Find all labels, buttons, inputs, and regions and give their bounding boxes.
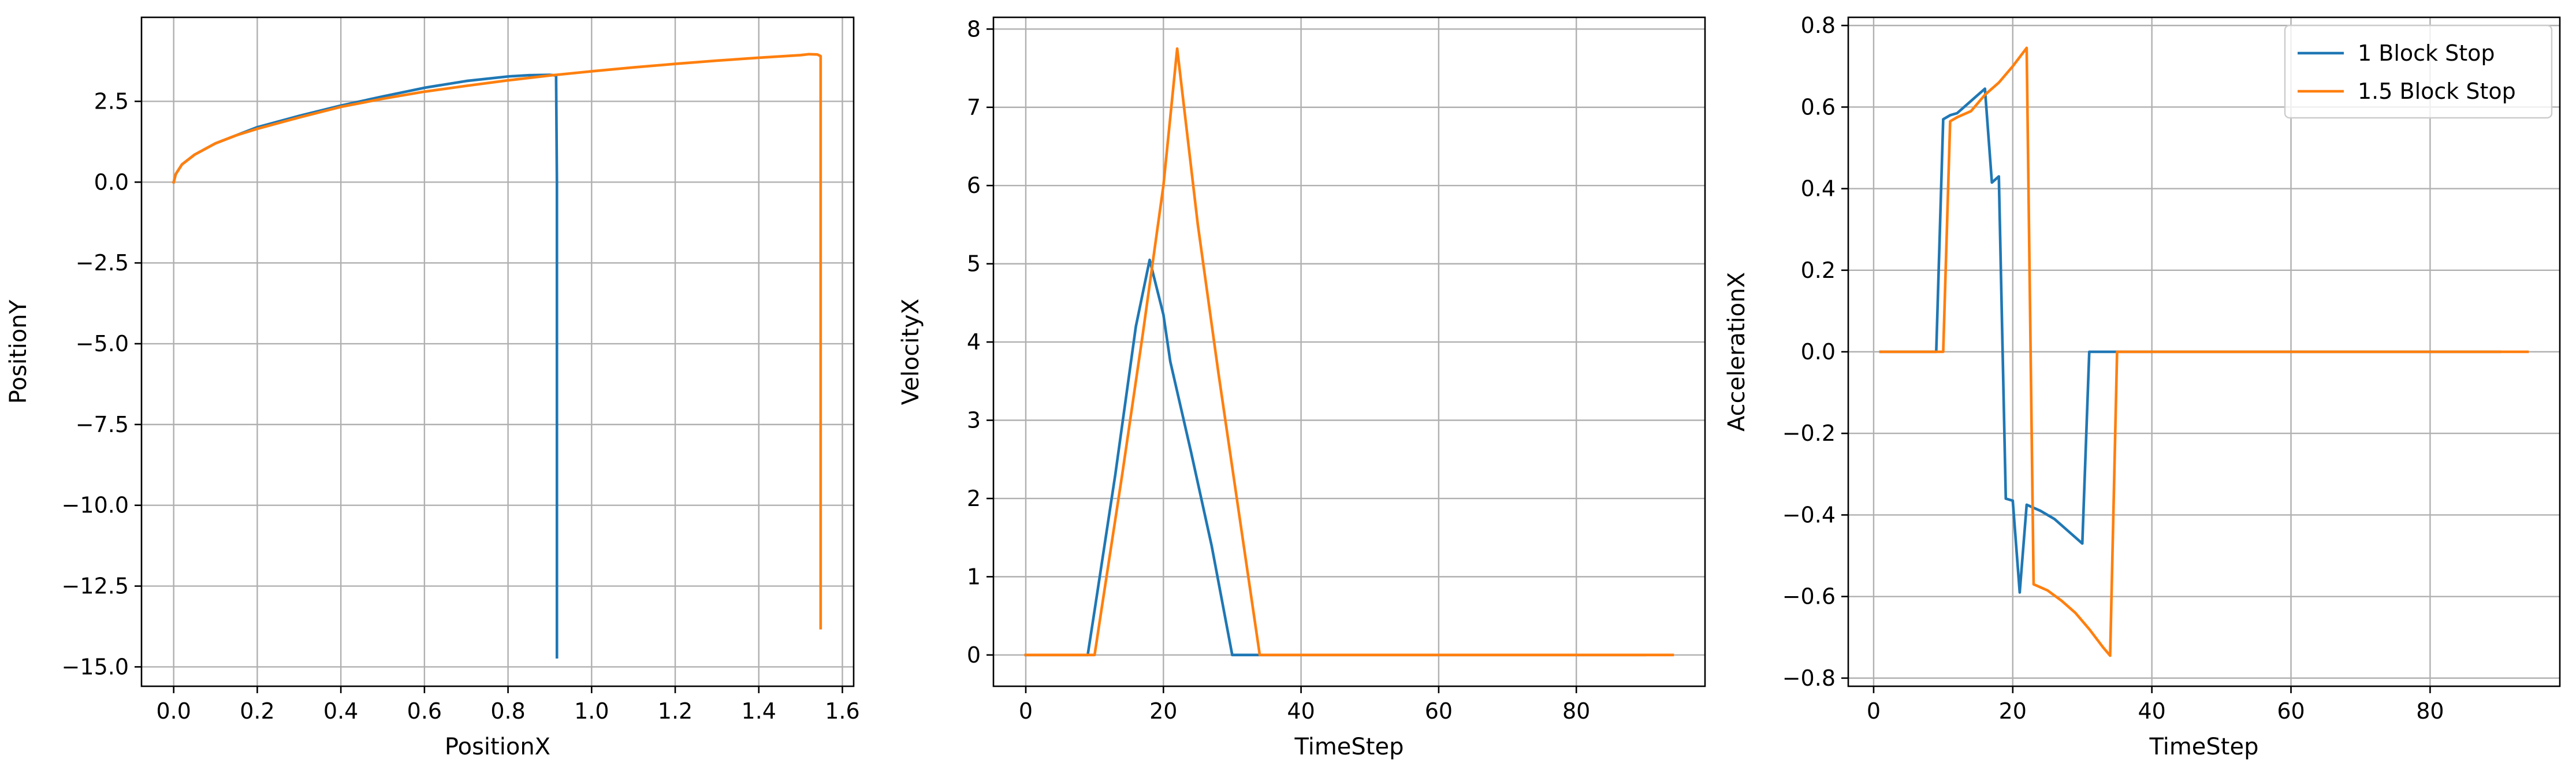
y-tick-label: 3 <box>967 408 981 433</box>
y-axis-label: VelocityX <box>898 299 924 405</box>
y-axis-label: AccelerationX <box>1723 272 1750 432</box>
y-tick-label: 4 <box>967 329 981 355</box>
x-tick-label: 0.4 <box>323 698 358 724</box>
y-tick-label: −0.4 <box>1782 502 1836 527</box>
subplot-2: 0 20 40 60 80 0 1 2 3 4 5 6 7 8 TimeStep VelocityX <box>898 16 1706 760</box>
x-tick-label: 0.2 <box>240 698 274 724</box>
x-tick-label: 1.6 <box>825 698 859 724</box>
series-line-2 <box>172 53 822 630</box>
series-line-1 <box>1024 258 1647 657</box>
series-line-1 <box>1879 87 2501 594</box>
y-tick-label: 8 <box>967 16 981 42</box>
x-tick-label: 40 <box>1287 698 1315 724</box>
y-axis-label: PositionY <box>5 299 32 404</box>
y-tick-label: 2.5 <box>94 88 129 114</box>
y-tick-label: 0.0 <box>1801 339 1836 365</box>
legend-entry-label: 1 Block Stop <box>2358 40 2495 66</box>
x-tick-label: 40 <box>2138 698 2165 724</box>
y-tick-label: −7.5 <box>76 412 129 437</box>
subplot-1: 0.0 0.2 0.4 0.6 0.8 1.0 1.2 1.4 1.6 2.5 0.0 −2.5 −5.… <box>5 16 860 760</box>
y-tick-label: −0.8 <box>1782 665 1836 691</box>
y-tick-label: 7 <box>967 95 981 120</box>
legend-entry-label: 1.5 Block Stop <box>2358 79 2516 104</box>
plot-frame <box>992 16 1706 687</box>
x-tick-label: 0.8 <box>490 698 525 724</box>
subplot-3: 0 20 40 60 80 0.8 0.6 0.4 0.2 0.0 −0.2 −0.4 −0.6 −0.8… <box>1723 13 2561 760</box>
y-tick-label: −5.0 <box>76 331 129 356</box>
plot-frame <box>140 16 855 687</box>
y-tick-label: −15.0 <box>62 654 129 679</box>
y-tick-label: 0.6 <box>1801 94 1836 120</box>
y-tick-label: 5 <box>967 251 981 277</box>
x-tick-label: 0 <box>1019 698 1033 724</box>
series-line-1 <box>172 73 559 659</box>
y-tick-label: −0.6 <box>1782 584 1836 609</box>
x-tick-label: 20 <box>1999 698 2027 724</box>
x-tick-label: 1.4 <box>742 698 776 724</box>
x-tick-label: 1.0 <box>574 698 609 724</box>
y-tick-label: 1 <box>967 564 981 589</box>
series-line-2 <box>1024 47 1674 657</box>
x-tick-label: 0 <box>1867 698 1881 724</box>
x-tick-label: 80 <box>2416 698 2444 724</box>
x-tick-label: 60 <box>2277 698 2305 724</box>
y-tick-label: −2.5 <box>76 250 129 276</box>
y-tick-label: 0.4 <box>1801 176 1836 202</box>
x-tick-label: 1.2 <box>658 698 693 724</box>
x-tick-label: 0.6 <box>407 698 442 724</box>
y-tick-label: 0.2 <box>1801 258 1836 283</box>
legend: 1 Block Stop 1.5 Block Stop <box>2284 24 2553 119</box>
legend-frame <box>2284 24 2553 119</box>
x-axis-label: TimeStep <box>1294 734 1404 760</box>
y-tick-label: 6 <box>967 173 981 198</box>
x-tick-label: 0.0 <box>156 698 191 724</box>
y-tick-label: 2 <box>967 486 981 511</box>
x-tick-label: 80 <box>1562 698 1590 724</box>
y-tick-label: 0.0 <box>94 169 129 195</box>
y-tick-label: −12.5 <box>62 574 129 599</box>
y-tick-label: −0.2 <box>1782 421 1836 446</box>
x-axis-label: TimeStep <box>2149 734 2259 760</box>
y-tick-label: −10.0 <box>62 493 129 518</box>
series-line-2 <box>1879 46 2529 657</box>
x-axis-label: PositionX <box>445 734 550 760</box>
y-tick-label: 0 <box>967 642 981 668</box>
y-tick-label: 0.8 <box>1801 13 1836 38</box>
x-tick-label: 60 <box>1425 698 1453 724</box>
x-tick-label: 20 <box>1149 698 1177 724</box>
